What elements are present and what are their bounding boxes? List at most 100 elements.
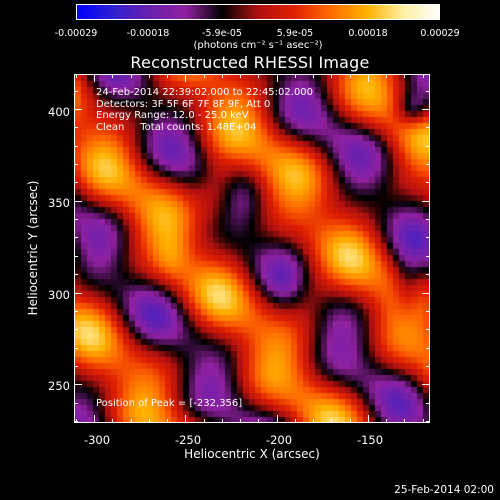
y-tick-mark (74, 164, 78, 165)
colorbar-tick: 0.00029 (420, 28, 460, 39)
y-axis-label: Heliocentric Y (arcsec) (26, 180, 40, 316)
y-tick-mark (426, 402, 430, 404)
y-tick-mark (74, 421, 78, 423)
y-tick-mark (74, 384, 82, 386)
plot-area (74, 74, 430, 423)
annotation-detectors: Detectors: 3F 5F 6F 7F 8F 9F, Att 0 (96, 98, 271, 110)
x-axis-label: Heliocentric X (arcsec) (184, 447, 320, 461)
y-tick-mark (74, 255, 78, 257)
x-tick-mark (130, 74, 132, 78)
y-tick-label: 350 (48, 196, 70, 210)
x-tick-mark (112, 74, 114, 78)
x-tick-mark (221, 419, 223, 423)
x-tick-mark (349, 419, 351, 423)
y-tick-mark (74, 182, 78, 184)
x-tick-mark (386, 419, 388, 423)
x-tick-mark (221, 74, 223, 78)
annotation-peak: Position of Peak = [-232,356] (96, 398, 243, 409)
y-tick-mark (426, 90, 430, 92)
x-tick-mark (294, 74, 296, 78)
y-tick-mark (74, 329, 78, 331)
x-tick-mark (386, 74, 388, 78)
y-tick-mark (426, 329, 430, 331)
colorbar-tick: -5.9e-05 (202, 28, 242, 39)
y-tick-mark (426, 255, 430, 257)
x-tick-mark (94, 74, 96, 82)
x-tick-mark (404, 74, 406, 78)
y-tick-mark (426, 145, 430, 147)
colorbar-tick: -0.00029 (54, 28, 98, 39)
y-tick-label: 400 (48, 105, 70, 119)
y-tick-mark (426, 164, 430, 165)
y-tick-mark (74, 292, 82, 294)
x-tick-mark (367, 74, 369, 82)
y-tick-mark (74, 274, 78, 276)
y-tick-label: 300 (48, 288, 70, 302)
y-tick-mark (422, 292, 430, 294)
x-tick-mark (240, 74, 242, 78)
y-tick-mark (426, 366, 430, 368)
x-tick-mark (367, 415, 369, 423)
y-tick-mark (426, 127, 430, 129)
annotation-time-range: 24-Feb-2014 22:39:02.000 to 22:45:02.000 (96, 87, 314, 98)
y-tick-mark (74, 237, 78, 239)
colorbar-tick: -0.00018 (126, 28, 170, 39)
x-tick-mark (294, 419, 296, 423)
colorbar (76, 4, 440, 20)
y-tick-mark (426, 219, 430, 221)
x-tick-mark (349, 74, 351, 78)
heatmap-image (75, 75, 429, 422)
x-tick-mark (404, 419, 406, 423)
y-tick-mark (74, 219, 78, 221)
y-tick-mark (74, 366, 78, 368)
x-tick-mark (276, 74, 278, 82)
x-tick-mark (240, 419, 242, 423)
y-tick-mark (74, 108, 82, 110)
x-tick-mark (148, 74, 150, 78)
y-tick-mark (426, 237, 430, 239)
y-tick-mark (74, 145, 78, 147)
x-tick-mark (331, 74, 333, 78)
y-tick-label: 250 (48, 379, 70, 393)
x-tick-mark (258, 74, 260, 78)
y-tick-mark (74, 310, 78, 312)
x-tick-mark (148, 419, 150, 423)
x-tick-mark (185, 415, 187, 423)
y-tick-mark (426, 274, 430, 276)
x-tick-mark (167, 74, 169, 78)
x-tick-mark (185, 74, 187, 82)
y-tick-mark (74, 127, 78, 129)
x-tick-mark (313, 419, 315, 423)
y-tick-mark (74, 200, 82, 202)
y-tick-mark (426, 310, 430, 312)
y-tick-mark (422, 108, 430, 110)
colorbar-tick: 0.00018 (348, 28, 388, 39)
x-tick-mark (112, 419, 114, 423)
x-tick-label: -150 (356, 433, 384, 447)
x-tick-label: -200 (265, 433, 293, 447)
annotation-energy: Energy Range: 12.0 - 25.0 keV (96, 110, 249, 121)
colorbar-unit: (photons cm⁻² s⁻¹ asec⁻²) (193, 40, 323, 51)
y-tick-mark (422, 384, 430, 386)
x-tick-mark (203, 419, 205, 423)
x-tick-label: -300 (83, 433, 111, 447)
y-tick-mark (74, 90, 78, 92)
annotation-counts: Clean Total counts: 1.48E+04 (96, 121, 257, 133)
x-tick-mark (313, 74, 315, 78)
datestamp: 25-Feb-2014 02:00 (394, 484, 494, 496)
y-tick-mark (74, 402, 78, 404)
x-tick-mark (130, 419, 132, 423)
x-tick-label: -250 (174, 433, 202, 447)
x-tick-mark (422, 419, 424, 423)
x-tick-mark (167, 419, 169, 423)
x-tick-mark (258, 419, 260, 423)
chart-title: Reconstructed RHESSI Image (130, 53, 370, 72)
x-tick-mark (75, 74, 77, 78)
x-tick-mark (94, 415, 96, 423)
y-tick-mark (426, 421, 430, 423)
x-tick-mark (422, 74, 424, 78)
y-tick-mark (422, 200, 430, 202)
y-tick-mark (426, 182, 430, 184)
y-tick-mark (74, 347, 78, 349)
x-tick-mark (75, 419, 77, 423)
